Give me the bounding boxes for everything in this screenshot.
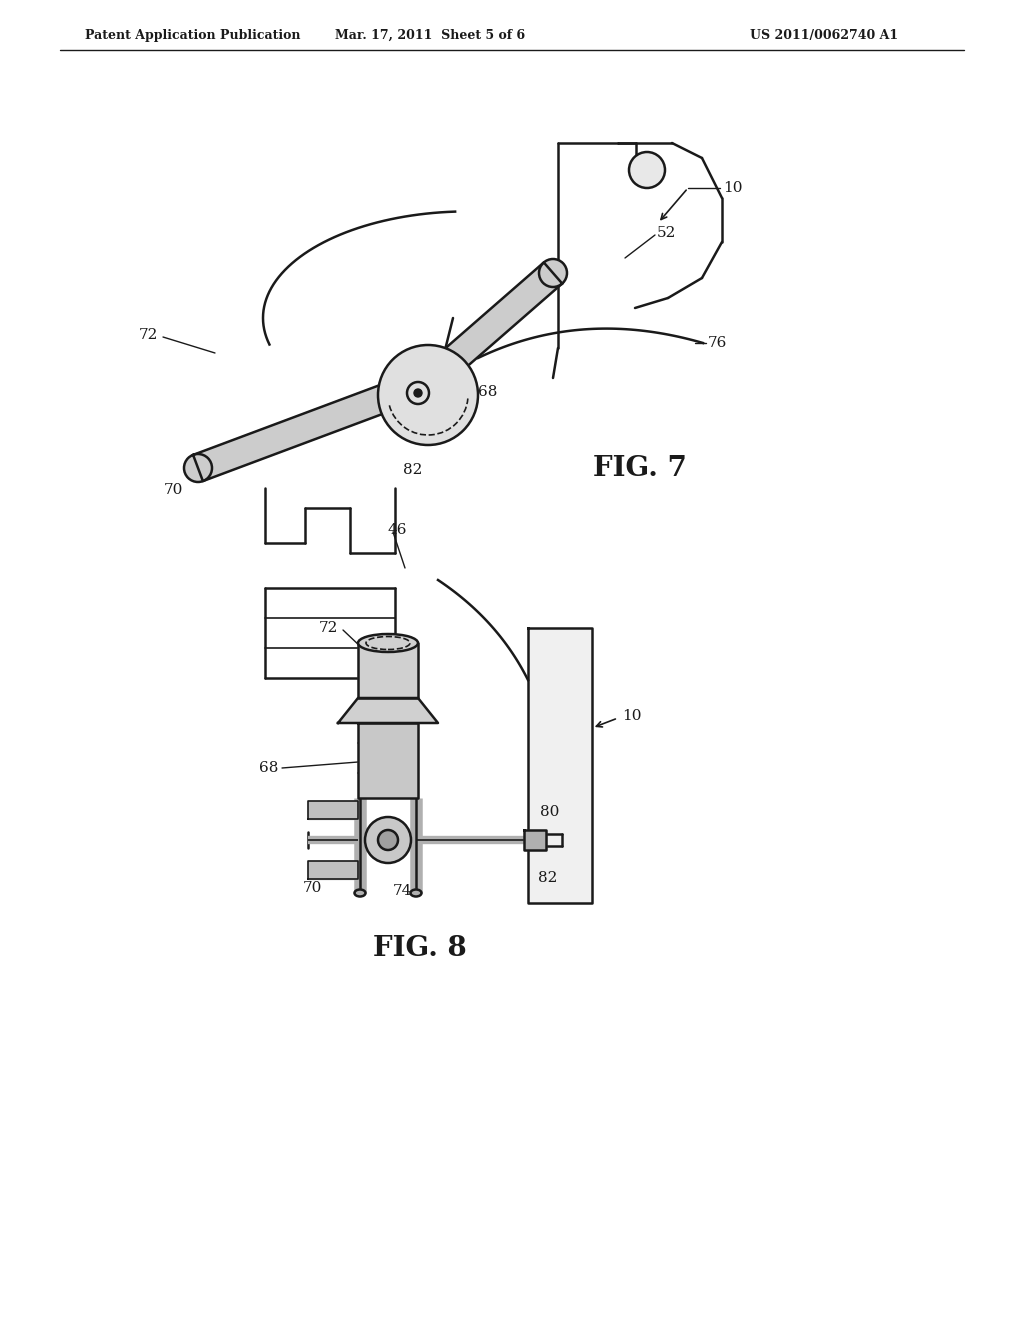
Polygon shape (308, 801, 358, 818)
Circle shape (414, 368, 442, 396)
Text: Mar. 17, 2011  Sheet 5 of 6: Mar. 17, 2011 Sheet 5 of 6 (335, 29, 525, 41)
Text: 80: 80 (540, 805, 559, 818)
Polygon shape (308, 861, 358, 879)
Circle shape (414, 368, 442, 396)
Ellipse shape (354, 890, 366, 896)
Polygon shape (524, 830, 546, 850)
Text: 76: 76 (708, 337, 727, 350)
Text: 70: 70 (164, 483, 183, 498)
Text: 52: 52 (657, 226, 677, 240)
Polygon shape (419, 263, 562, 392)
Polygon shape (194, 368, 433, 480)
Circle shape (414, 389, 422, 397)
Text: 10: 10 (622, 709, 641, 723)
Text: US 2011/0062740 A1: US 2011/0062740 A1 (750, 29, 898, 41)
Text: FIG. 7: FIG. 7 (593, 454, 687, 482)
Circle shape (365, 817, 411, 863)
Text: Patent Application Publication: Patent Application Publication (85, 29, 300, 41)
Ellipse shape (358, 634, 418, 652)
Text: 72: 72 (138, 327, 158, 342)
Circle shape (629, 152, 665, 187)
Polygon shape (358, 643, 418, 698)
Circle shape (184, 454, 212, 482)
Ellipse shape (411, 890, 422, 896)
Text: 72: 72 (318, 620, 338, 635)
Text: 82: 82 (538, 871, 557, 884)
Circle shape (378, 830, 398, 850)
Polygon shape (358, 723, 418, 799)
Text: 70: 70 (303, 880, 322, 895)
Polygon shape (528, 628, 592, 903)
Text: 46: 46 (388, 523, 408, 537)
Text: 82: 82 (403, 463, 422, 477)
Text: FIG. 8: FIG. 8 (373, 935, 467, 961)
Circle shape (378, 345, 478, 445)
Text: 68: 68 (259, 762, 278, 775)
Text: 74: 74 (393, 884, 413, 898)
Circle shape (407, 381, 429, 404)
Polygon shape (338, 698, 438, 723)
Circle shape (539, 259, 567, 286)
Text: 68: 68 (478, 385, 498, 399)
Text: 10: 10 (723, 181, 742, 195)
